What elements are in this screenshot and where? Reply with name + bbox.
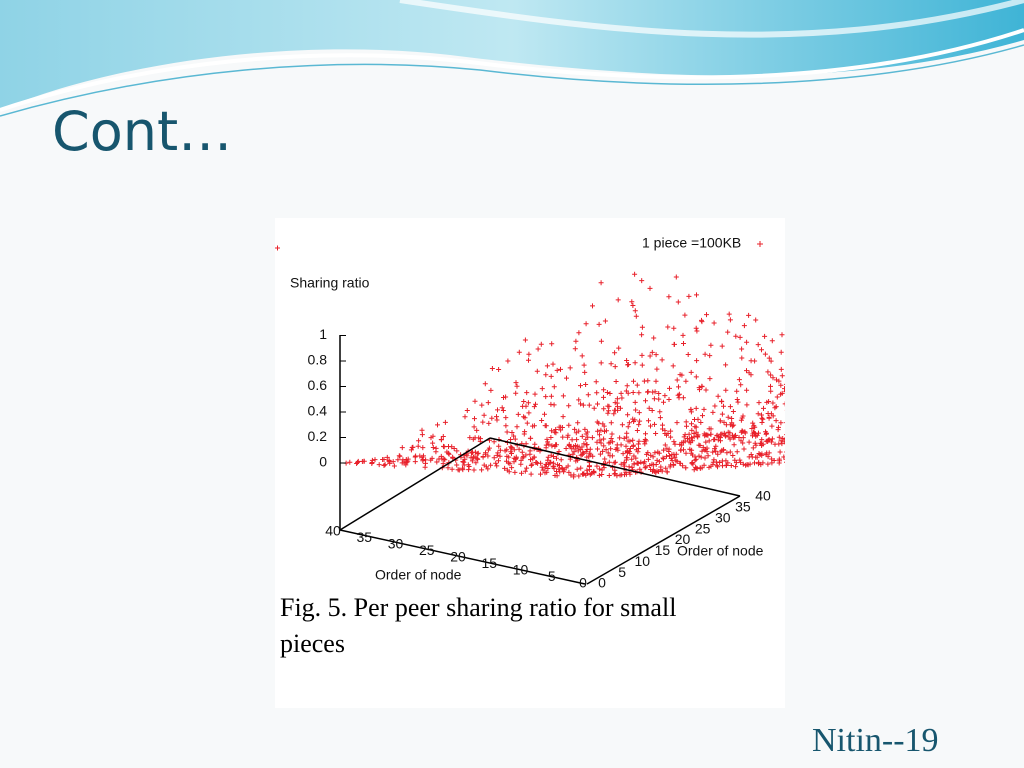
z-tick-label: 1: [319, 326, 327, 342]
y-tick-label: 40: [755, 488, 771, 504]
y-tick-label: 5: [618, 564, 626, 580]
y-tick-label: 30: [715, 509, 731, 525]
x-tick-label: 40: [325, 523, 341, 539]
slide-title: Cont…: [52, 100, 233, 163]
x-axis-label: Order of node: [375, 567, 462, 583]
legend-marker: [275, 241, 763, 251]
footer: Nitin--19: [812, 722, 939, 759]
x-tick-label: 0: [579, 575, 587, 591]
figure-background: [275, 218, 785, 708]
y-tick-label: 0: [598, 575, 606, 591]
figure: Sharing ratio 1 piece =100KB Order of no…: [275, 218, 785, 708]
axes: [339, 335, 741, 585]
z-tick-label: 0.2: [308, 428, 328, 444]
x-tick-label: 10: [513, 562, 529, 578]
y-axis-label: Order of node: [677, 543, 764, 559]
x-tick-label: 30: [388, 536, 404, 552]
x-tick-label: 5: [548, 568, 556, 584]
y-tick-label: 35: [735, 499, 751, 515]
y-tick-label: 15: [655, 542, 671, 558]
header-wave: [0, 0, 1024, 117]
y-tick-label: 10: [634, 553, 650, 569]
legend-label: 1 piece =100KB: [642, 235, 741, 251]
scatter-cross: [343, 271, 785, 480]
x-tick-label: 15: [481, 555, 497, 571]
x-tick-label: 20: [450, 549, 466, 565]
x-tick-label: 35: [356, 529, 372, 545]
figure-caption: pieces: [280, 629, 345, 658]
z-tick-label: 0.6: [308, 377, 328, 393]
z-tick-label: 0.4: [308, 403, 328, 419]
y-tick-label: 20: [675, 531, 691, 547]
z-axis-label: Sharing ratio: [290, 275, 370, 291]
z-tick-label: 0: [319, 454, 327, 470]
x-tick-label: 25: [419, 542, 435, 558]
y-tick-label: 25: [695, 520, 711, 536]
z-tick-label: 0.8: [308, 352, 328, 368]
figure-caption: Fig. 5. Per peer sharing ratio for small: [280, 593, 676, 622]
scatter-points: [343, 271, 785, 480]
